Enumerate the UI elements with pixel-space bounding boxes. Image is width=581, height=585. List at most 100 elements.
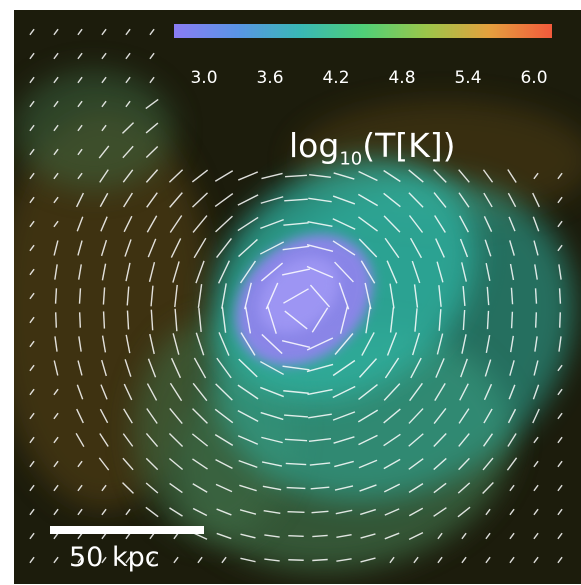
velocity-arrow	[557, 436, 563, 444]
velocity-arrow	[408, 433, 424, 447]
velocity-arrow	[101, 508, 107, 516]
velocity-arrow	[149, 532, 155, 540]
velocity-arrow	[53, 388, 59, 396]
velocity-arrow	[244, 306, 252, 334]
velocity-arrow	[386, 260, 398, 284]
velocity-arrow	[357, 193, 379, 207]
velocity-arrow	[459, 238, 469, 258]
velocity-arrow	[261, 333, 283, 355]
velocity-arrow	[437, 532, 443, 540]
velocity-arrow	[53, 220, 59, 228]
velocity-arrow	[482, 457, 494, 471]
velocity-arrow	[332, 385, 356, 399]
velocity-arrow	[214, 170, 234, 182]
velocity-arrow	[483, 216, 493, 232]
velocity-arrow	[335, 509, 353, 515]
velocity-arrow	[433, 169, 447, 183]
velocity-arrow	[125, 52, 131, 60]
velocity-arrow	[510, 287, 514, 305]
velocity-arrow	[240, 557, 256, 563]
velocity-arrow	[237, 194, 259, 206]
velocity-arrow	[192, 215, 208, 233]
velocity-arrow	[214, 434, 234, 446]
velocity-arrow	[389, 283, 395, 309]
velocity-arrow	[259, 241, 285, 255]
velocity-arrow	[172, 333, 180, 355]
velocity-arrow	[122, 145, 134, 159]
velocity-arrow	[146, 383, 158, 401]
colorbar-tick: 5.4	[454, 68, 482, 88]
velocity-arrow	[53, 436, 59, 444]
velocity-arrow	[54, 288, 58, 304]
velocity-arrow	[101, 52, 107, 60]
velocity-arrow	[534, 312, 538, 328]
velocity-arrow	[557, 196, 563, 204]
velocity-arrow	[77, 484, 83, 492]
velocity-arrow	[358, 434, 378, 446]
velocity-arrow	[126, 310, 130, 330]
velocity-arrow	[54, 312, 58, 328]
velocity-arrow	[195, 332, 205, 356]
velocity-arrow	[483, 383, 493, 401]
velocity-arrow	[408, 192, 424, 208]
velocity-arrow	[29, 556, 35, 564]
velocity-arrow	[459, 383, 469, 401]
velocity-arrow	[53, 360, 59, 376]
velocity-arrow	[260, 262, 284, 282]
velocity-arrow	[29, 76, 35, 84]
velocity-arrow	[215, 383, 233, 401]
velocity-arrow	[557, 388, 563, 396]
velocity-arrow	[507, 169, 517, 183]
velocity-arrow	[438, 309, 442, 331]
velocity-arrow	[457, 482, 471, 494]
velocity-arrow	[281, 340, 311, 348]
velocity-arrow	[411, 332, 421, 356]
velocity-arrow	[75, 432, 85, 448]
velocity-arrow	[238, 459, 258, 469]
velocity-arrow	[436, 333, 444, 355]
velocity-arrow	[216, 508, 232, 516]
velocity-arrow	[237, 384, 259, 400]
velocity-arrow	[435, 358, 445, 378]
velocity-arrow	[509, 335, 515, 353]
velocity-arrow	[383, 169, 401, 183]
velocity-arrow	[125, 556, 131, 564]
velocity-arrow	[358, 216, 378, 232]
gas-blob	[14, 70, 174, 190]
velocity-arrow	[332, 218, 356, 230]
velocity-arrow	[461, 532, 467, 540]
velocity-arrow	[336, 558, 352, 562]
velocity-arrow	[436, 261, 444, 283]
velocity-arrow	[195, 260, 205, 284]
velocity-arrow	[358, 459, 378, 469]
velocity-arrow	[146, 408, 158, 424]
velocity-arrow	[312, 558, 328, 562]
velocity-arrow	[126, 286, 130, 306]
velocity-arrow	[198, 307, 202, 333]
velocity-arrow	[77, 76, 83, 84]
velocity-arrow	[260, 218, 284, 230]
velocity-arrow	[459, 215, 469, 233]
velocity-arrow	[310, 486, 330, 490]
velocity-arrow	[557, 556, 563, 564]
velocity-arrow	[54, 264, 58, 280]
velocity-arrow	[102, 311, 106, 329]
velocity-arrow	[557, 532, 563, 540]
velocity-arrow	[533, 172, 539, 180]
velocity-arrow	[260, 196, 284, 204]
velocity-arrow	[533, 240, 539, 256]
velocity-arrow	[284, 414, 308, 418]
velocity-arrow	[53, 28, 59, 36]
velocity-arrow	[193, 357, 207, 379]
velocity-arrow	[78, 312, 82, 328]
velocity-arrow	[29, 172, 35, 180]
velocity-arrow	[29, 244, 35, 252]
velocity-arrow	[384, 532, 400, 540]
velocity-arrow	[168, 457, 184, 471]
velocity-arrow	[29, 460, 35, 468]
velocity-arrow	[408, 507, 424, 517]
velocity-arrow	[508, 216, 516, 232]
velocity-arrow	[29, 196, 35, 204]
velocity-arrow	[284, 438, 308, 442]
